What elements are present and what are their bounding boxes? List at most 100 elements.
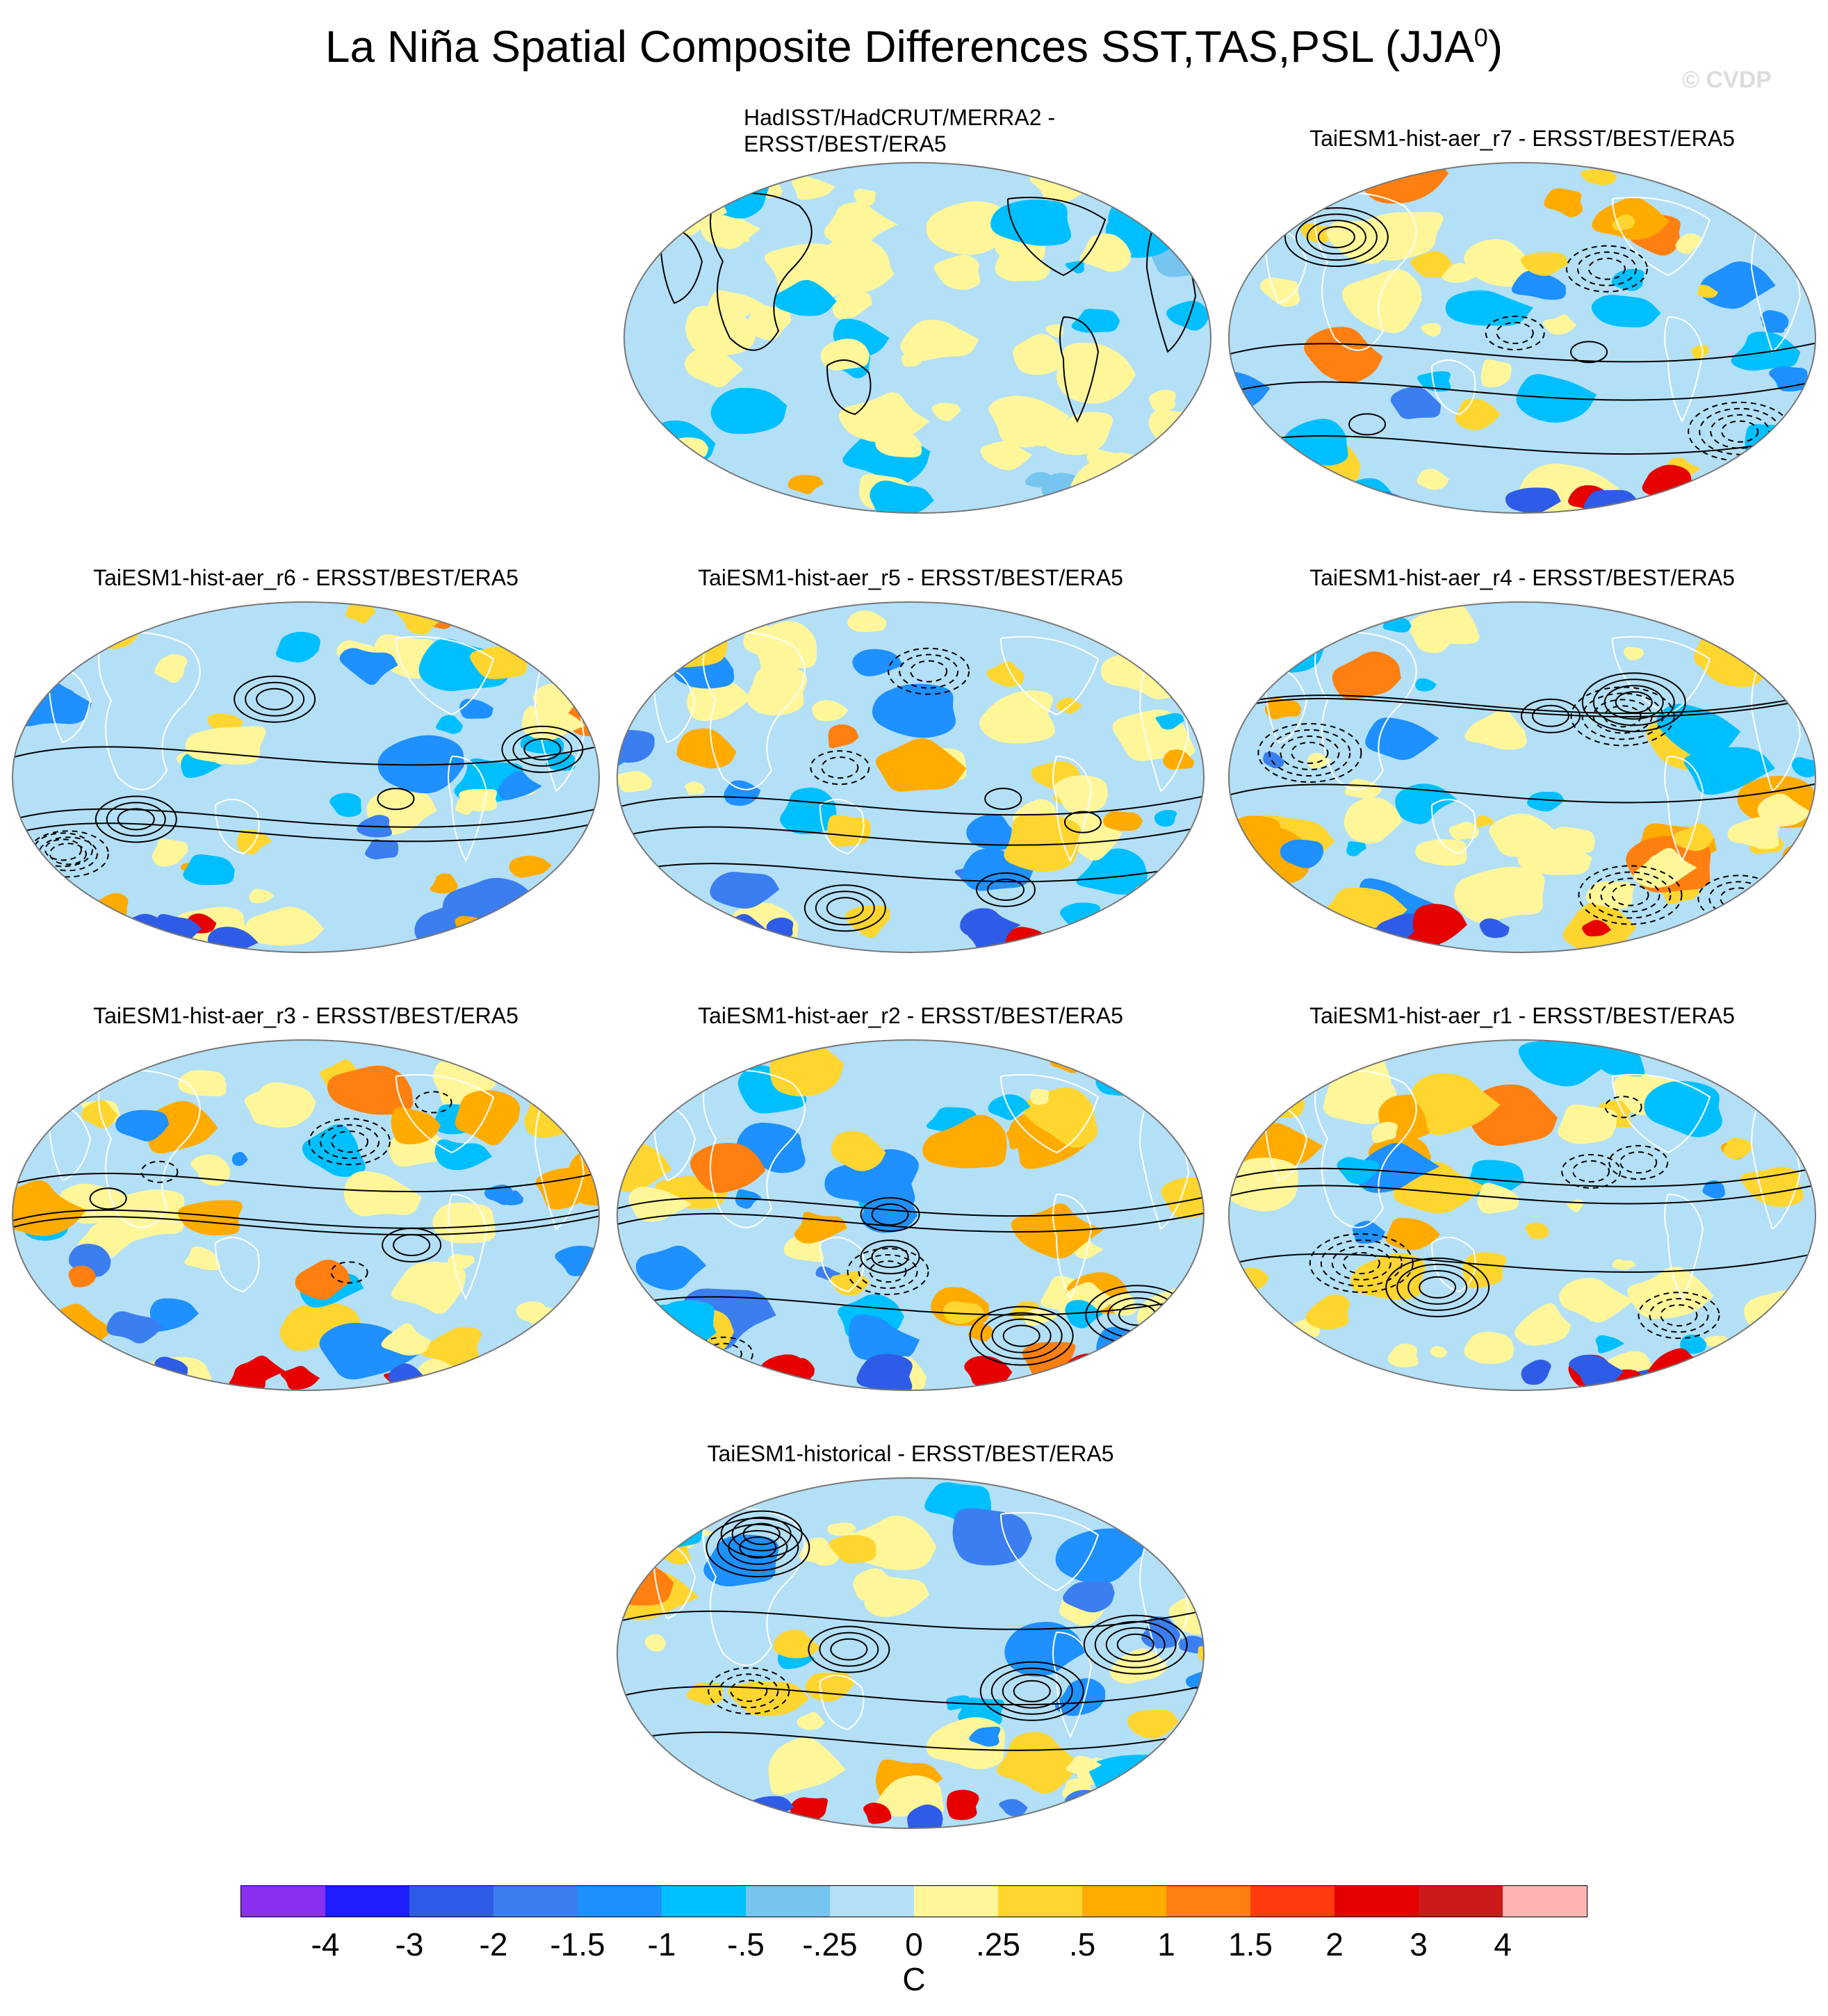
anomaly-patch [1229, 439, 1278, 487]
coastline [819, 799, 865, 855]
anomaly-patch [861, 1192, 918, 1233]
psl-contour [44, 838, 82, 861]
anomaly-patch [339, 648, 398, 685]
panel-title-obs-line1: HadISST/HadCRUT/MERRA2 - [744, 105, 1056, 130]
coastline [1264, 229, 1308, 304]
psl-contour [617, 1684, 1204, 1706]
anomaly-patch [830, 1271, 870, 1296]
anomaly-patch [1127, 1709, 1179, 1739]
anomaly-patch [69, 1365, 110, 1388]
anomaly-patch [1229, 1063, 1279, 1121]
anomaly-patch [1337, 1157, 1379, 1185]
anomaly-patch [979, 690, 1056, 744]
psl-contour [1284, 207, 1389, 268]
coastline [215, 799, 260, 855]
coastline [1059, 316, 1100, 423]
psl-contour [1721, 420, 1759, 443]
anomaly-patch [690, 1143, 766, 1193]
polar-anomaly-patch [964, 1356, 1013, 1386]
anomaly-patch [381, 1323, 431, 1356]
anomaly-patch [1145, 626, 1204, 668]
anomaly-patch [555, 900, 599, 952]
anomaly-patch [1173, 170, 1211, 228]
anomaly-patch [1371, 1121, 1398, 1144]
psl-contour [234, 675, 316, 723]
panel-title-r4: TaiESM1-hist-aer_r4 - ERSST/BEST/ERA5 [1309, 565, 1735, 590]
anomaly-patch [926, 201, 1003, 255]
coastline [819, 1237, 865, 1293]
colorbar-swatch [241, 1886, 325, 1917]
anomaly-patch [1612, 1259, 1636, 1270]
psl-contour [1660, 1304, 1698, 1327]
psl-contour [1229, 692, 1815, 715]
anomaly-patch [181, 753, 222, 779]
anomaly-patch [922, 1114, 1007, 1169]
coastline [653, 1107, 696, 1182]
psl-contour [330, 1261, 368, 1284]
anomaly-patch [852, 649, 904, 676]
psl-contour [869, 1260, 907, 1283]
anomaly-patch [685, 781, 705, 795]
coastline [826, 359, 872, 416]
anomaly-patch [1595, 1049, 1645, 1077]
psl-contour [871, 1203, 909, 1226]
coastline [710, 193, 813, 351]
anomaly-patch [1079, 234, 1132, 273]
anomaly-patch [1257, 163, 1315, 203]
anomaly-patch [149, 1298, 199, 1332]
anomaly-patch [231, 1152, 248, 1166]
anomaly-patch [1044, 412, 1113, 455]
anomaly-patch [484, 1184, 514, 1205]
coastline [1664, 1194, 1704, 1301]
psl-contour [1561, 1153, 1622, 1189]
psl-contour [617, 1211, 1204, 1233]
map-border [617, 601, 1205, 953]
anomaly-patch [295, 1259, 351, 1300]
polar-anomaly-patch [467, 928, 507, 952]
colorbar [240, 1885, 1588, 1917]
map-border [1228, 1039, 1816, 1391]
anomaly-patch [1103, 811, 1143, 831]
psl-contour [719, 1673, 779, 1709]
anomaly-patch [365, 839, 399, 860]
anomaly-patch [1553, 1062, 1577, 1075]
anomaly-patch [432, 1202, 496, 1244]
anomaly-patch [1344, 797, 1403, 844]
map-border [12, 601, 600, 953]
panel-title-r7: TaiESM1-hist-aer_r7 - ERSST/BEST/ERA5 [1309, 126, 1735, 151]
coastline [703, 632, 806, 790]
psl-contour [13, 1208, 599, 1229]
psl-contour [705, 1518, 810, 1578]
anomaly-patch [722, 222, 749, 244]
colorbar-swatch [325, 1886, 409, 1917]
psl-contour [717, 1524, 799, 1572]
psl-contour [984, 788, 1022, 811]
map-border [1228, 162, 1816, 514]
anomaly-patch [630, 603, 704, 656]
anomaly-patch [1694, 645, 1723, 667]
anomaly-patch [710, 387, 787, 434]
anomaly-patch [943, 1301, 986, 1324]
coastline [395, 636, 495, 716]
anomaly-patch [1591, 295, 1661, 327]
psl-contour [1229, 1182, 1815, 1205]
world-map-historical [617, 1477, 1205, 1829]
anomaly-patch [1198, 1645, 1204, 1661]
anomaly-patch [1782, 845, 1815, 874]
anomaly-patch [1740, 1166, 1804, 1208]
anomaly-patch [966, 813, 1021, 850]
anomaly-patch [999, 1798, 1028, 1817]
anomaly-patch [417, 1358, 475, 1390]
anomaly-patch [1013, 334, 1061, 375]
psl-contour [331, 1130, 369, 1153]
anomaly-patch [623, 1497, 674, 1527]
psl-contour [617, 1730, 1204, 1751]
coastline [1612, 197, 1711, 277]
polar-anomaly-patch [1583, 489, 1640, 513]
anomaly-patch [1595, 1335, 1625, 1354]
coastline [1431, 359, 1476, 416]
anomaly-patch [1623, 647, 1645, 660]
anomaly-patch [1125, 1488, 1161, 1510]
anomaly-patch [827, 1522, 857, 1536]
coastline [653, 1545, 696, 1620]
